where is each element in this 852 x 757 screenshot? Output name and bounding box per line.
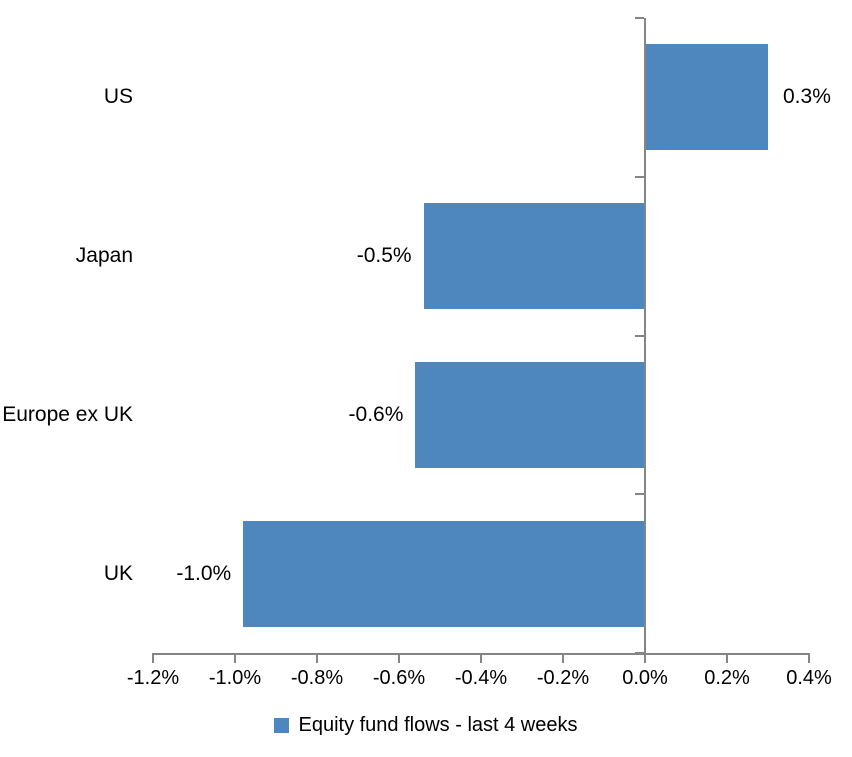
- x-axis-tick: [644, 653, 646, 663]
- bar: [645, 44, 768, 151]
- zero-axis-line: [644, 18, 646, 653]
- category-tick: [635, 493, 644, 496]
- legend-label: Equity fund flows - last 4 weeks: [298, 714, 578, 736]
- bar: [423, 203, 645, 310]
- category-tick: [635, 175, 644, 178]
- x-tick-label: 0.4%: [786, 667, 832, 689]
- x-tick-label: -0.8%: [290, 667, 344, 689]
- legend-swatch-icon: [274, 718, 290, 733]
- x-tick-label: 0.2%: [704, 667, 750, 689]
- x-axis-tick: [562, 653, 564, 663]
- x-axis-tick: [152, 653, 154, 663]
- category-tick: [635, 334, 644, 337]
- x-tick-label: -1.0%: [208, 667, 262, 689]
- x-axis-tick: [808, 653, 810, 663]
- x-axis-tick: [234, 653, 236, 663]
- x-axis-tick: [480, 653, 482, 663]
- category-label: Japan: [75, 244, 133, 268]
- category-tick: [635, 17, 644, 19]
- x-tick-label: -0.4%: [454, 667, 508, 689]
- bar: [415, 361, 645, 468]
- data-label: -1.0%: [176, 561, 232, 585]
- data-label: -0.5%: [356, 244, 412, 268]
- data-label: 0.3%: [783, 85, 831, 109]
- x-axis-tick: [726, 653, 728, 663]
- category-label: UK: [103, 561, 133, 585]
- x-tick-label: 0.0%: [622, 667, 668, 689]
- x-axis-tick: [398, 653, 400, 663]
- x-tick-label: -0.2%: [536, 667, 590, 689]
- bar: [243, 520, 645, 627]
- x-tick-label: -0.6%: [372, 667, 426, 689]
- category-label: US: [103, 85, 133, 109]
- x-axis-tick: [316, 653, 318, 663]
- x-tick-label: -1.2%: [126, 667, 180, 689]
- category-label: Europe ex UK: [2, 402, 133, 426]
- data-label: -0.6%: [348, 402, 404, 426]
- legend: Equity fund flows - last 4 weeks: [0, 714, 852, 737]
